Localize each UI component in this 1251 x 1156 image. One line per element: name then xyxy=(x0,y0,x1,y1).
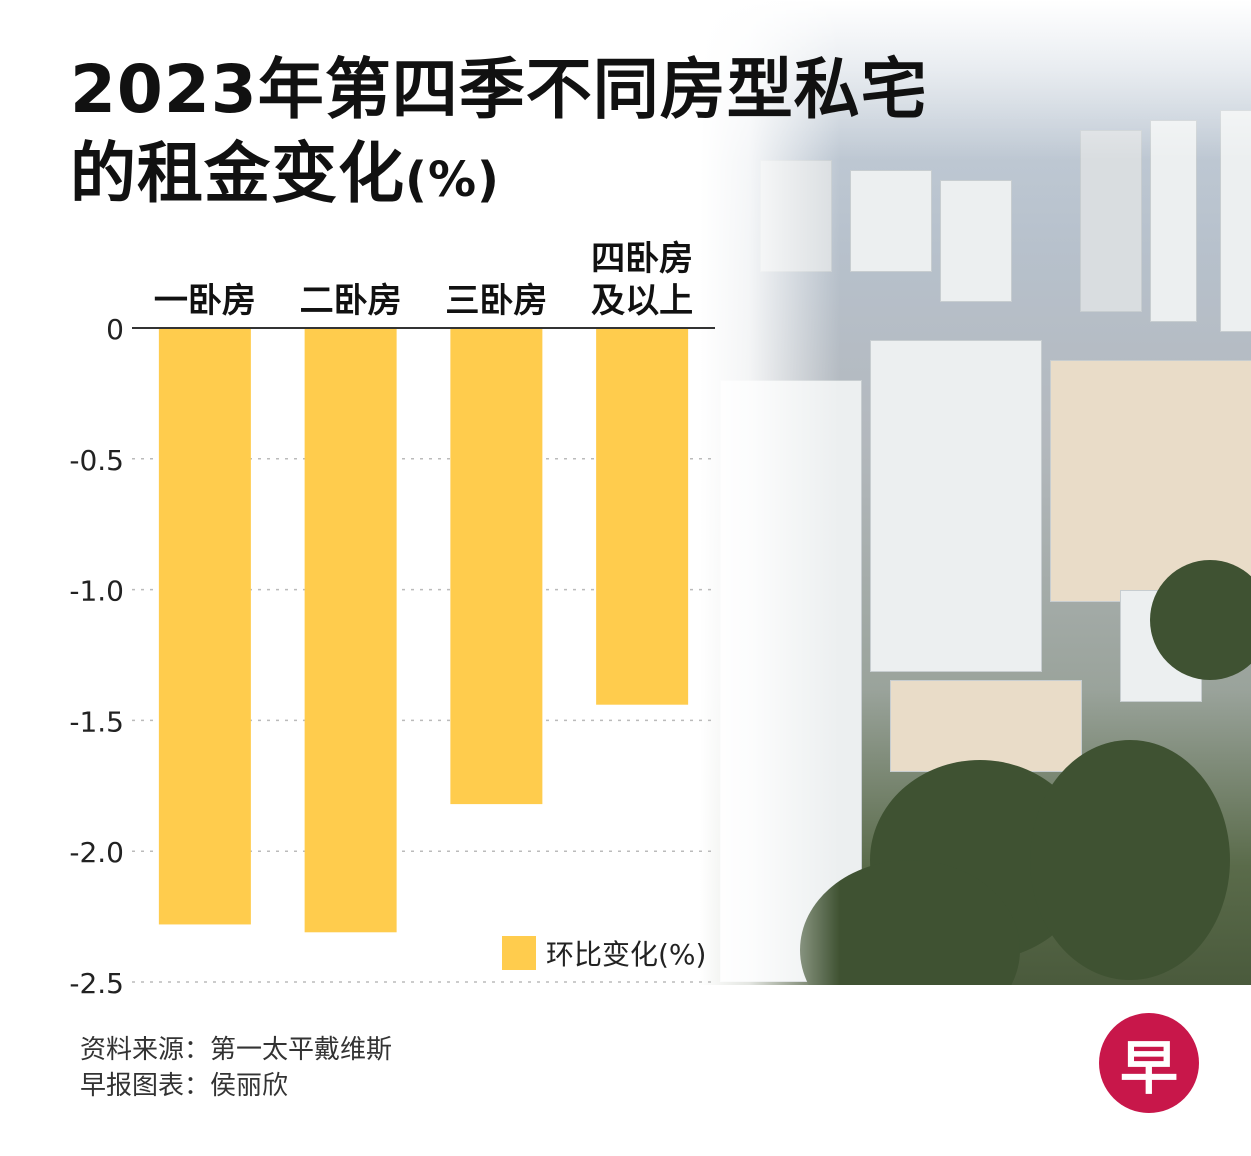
category-label: 四卧房及以上 xyxy=(591,239,693,321)
background-photo-cityscape xyxy=(700,0,1251,985)
logo-glyph: 早 xyxy=(1119,1034,1178,1102)
y-tick-label: 0 xyxy=(106,313,124,346)
category-label: 二卧房 xyxy=(300,281,402,321)
bar xyxy=(304,328,397,933)
title-line-2: 的租金变化 xyxy=(70,135,405,212)
y-tick-label: -2.0 xyxy=(69,836,124,869)
category-label: 三卧房 xyxy=(445,281,547,321)
y-tick-label: -1.0 xyxy=(69,575,124,608)
y-tick-label: -1.5 xyxy=(69,705,124,738)
y-tick-label: -0.5 xyxy=(69,444,124,477)
zaobao-logo: 早 xyxy=(1099,1013,1199,1113)
title-unit: (%) xyxy=(405,152,500,208)
source-line-graphic: 早报图表：侯丽欣 xyxy=(80,1071,289,1101)
bar xyxy=(596,328,689,705)
legend-label: 环比变化(%) xyxy=(546,938,706,971)
legend-swatch xyxy=(502,936,536,970)
title-line-1: 2023年第四季不同房型私宅 xyxy=(70,51,928,128)
y-tick-label: -2.5 xyxy=(69,967,124,1000)
bar xyxy=(158,328,251,925)
category-label: 一卧房 xyxy=(154,281,256,321)
chart-title: 2023年第四季不同房型私宅 的租金变化(%) xyxy=(70,48,1070,222)
bar xyxy=(450,328,543,805)
source-line-data: 资料来源：第一太平戴维斯 xyxy=(80,1035,393,1065)
source-credits: 资料来源：第一太平戴维斯 早报图表：侯丽欣 xyxy=(80,1032,392,1104)
